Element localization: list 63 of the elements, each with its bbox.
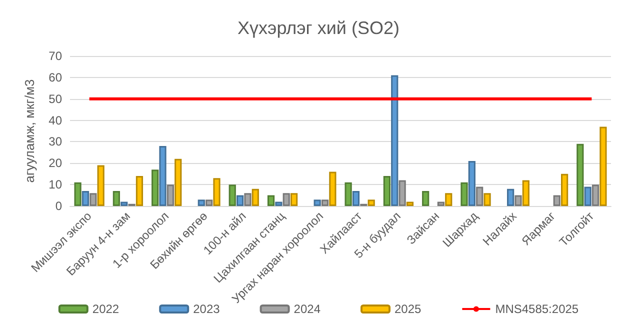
bar — [383, 176, 390, 206]
bar — [159, 146, 166, 206]
chart-title: Хүхэрлэг хий (SO2) — [238, 18, 400, 38]
bar — [166, 184, 174, 206]
bar — [484, 193, 491, 206]
bar — [406, 202, 414, 206]
bar — [112, 191, 120, 206]
bar — [514, 195, 522, 206]
bar — [368, 200, 375, 206]
y-tick-label: 20 — [48, 156, 62, 170]
y-tick-label: 40 — [48, 113, 62, 128]
bar — [252, 188, 259, 206]
bar — [584, 186, 592, 206]
legend-label: 2023 — [193, 302, 220, 316]
bar — [460, 182, 468, 206]
bar — [206, 200, 213, 206]
bar — [344, 182, 352, 206]
bar — [600, 126, 607, 206]
y-tick-label: 70 — [48, 49, 62, 63]
bar — [152, 170, 159, 206]
bar — [437, 202, 444, 206]
bar — [275, 202, 282, 206]
bar — [228, 184, 236, 206]
bar — [198, 200, 205, 206]
bar — [282, 193, 290, 206]
bar — [136, 176, 144, 206]
y-tick-label: 30 — [48, 134, 62, 149]
legend-label: 2025 — [394, 302, 422, 316]
bar — [314, 200, 321, 206]
bar — [468, 161, 476, 206]
bar — [522, 180, 530, 206]
bar — [97, 165, 104, 206]
bar — [244, 193, 252, 206]
bar — [321, 200, 329, 206]
bar — [82, 191, 90, 206]
bar — [120, 202, 128, 206]
bar — [74, 182, 82, 206]
y-tick-label: 60 — [48, 70, 62, 84]
bar — [422, 191, 430, 206]
bar — [391, 75, 398, 206]
bar — [507, 188, 514, 206]
y-tick-label: 50 — [48, 92, 62, 106]
bar — [476, 186, 484, 206]
y-tick-label: 0 — [55, 199, 62, 213]
bar — [445, 193, 452, 206]
bar — [398, 180, 406, 206]
bar — [267, 195, 275, 206]
bar — [576, 144, 584, 206]
bar — [561, 174, 568, 206]
bar — [174, 158, 182, 206]
legend-label: MNS4585:2025 — [495, 302, 579, 316]
y-tick-label: 10 — [48, 178, 62, 192]
bar — [352, 191, 360, 206]
bar — [90, 193, 97, 206]
bar — [236, 195, 244, 206]
legend-label: 2024 — [294, 302, 321, 316]
bar — [553, 195, 560, 206]
bar — [290, 193, 298, 206]
bar — [213, 178, 220, 206]
bar — [329, 172, 336, 206]
legend-label: 2022 — [92, 302, 120, 316]
bar — [592, 184, 600, 206]
y-axis-title: агууламж, мкг/м3 — [22, 79, 37, 183]
